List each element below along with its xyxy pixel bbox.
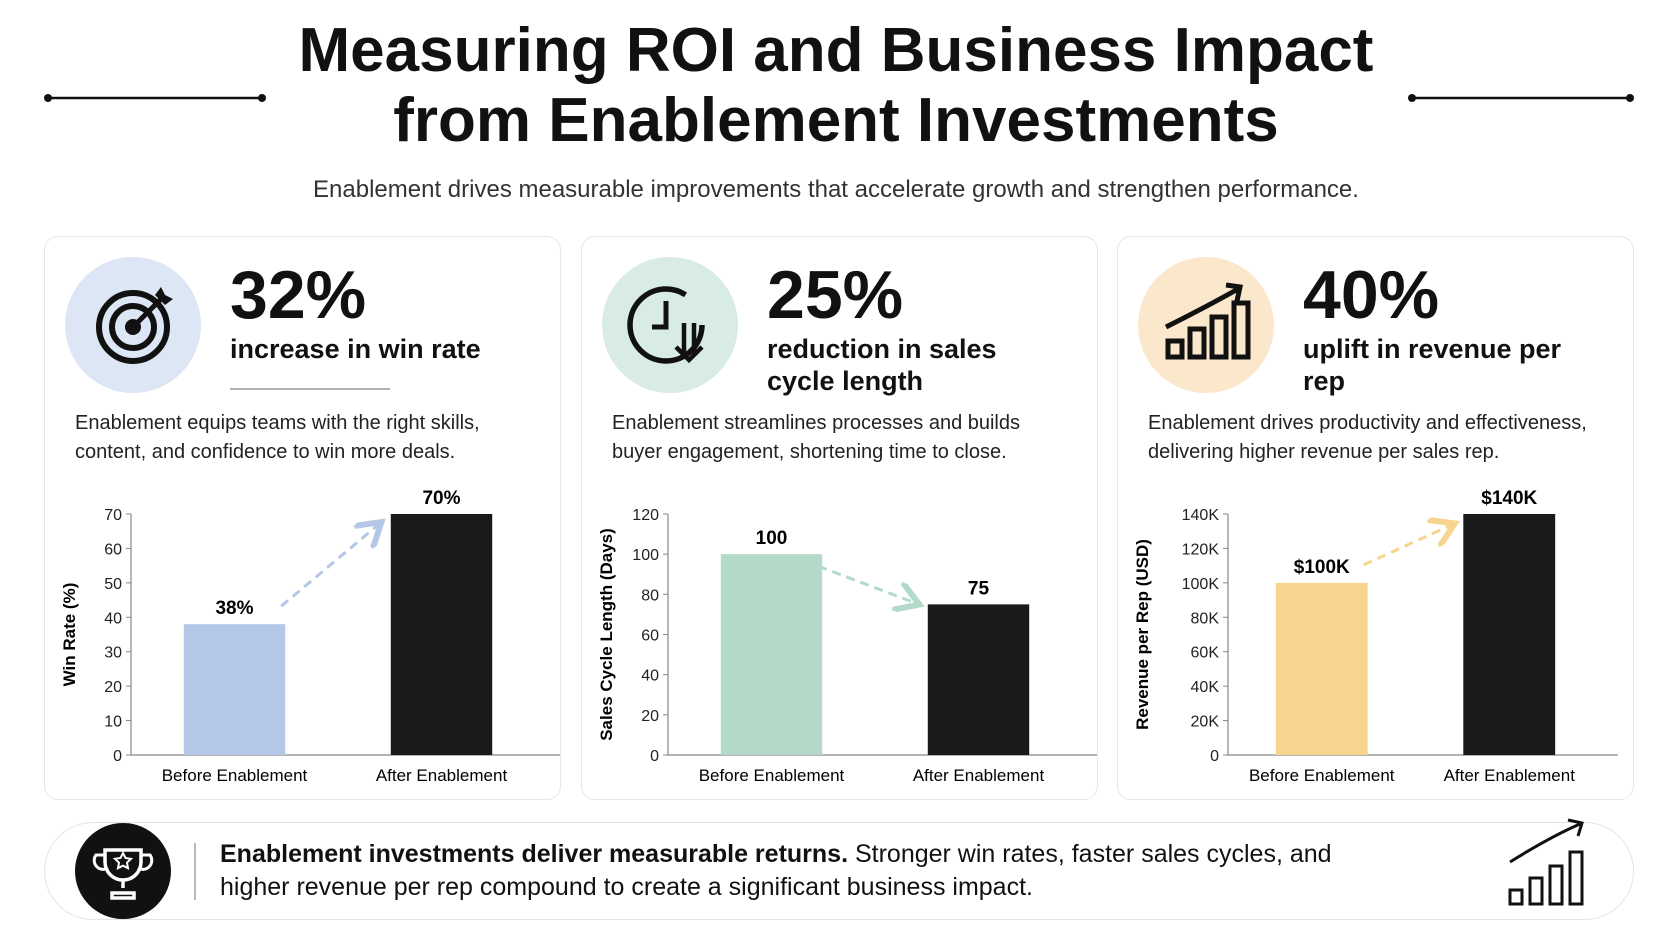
- x-tick-label: Before Enablement: [699, 766, 845, 785]
- y-tick-label: 30: [104, 645, 122, 662]
- footer-box: [44, 822, 1634, 920]
- y-axis-label: Win Rate (%): [60, 583, 79, 687]
- x-tick-label: After Enablement: [376, 766, 508, 785]
- y-tick-label: 0: [1210, 748, 1219, 765]
- y-tick-label: 120K: [1182, 541, 1220, 558]
- icon: [65, 257, 201, 393]
- chart: 0 20 40 60 80 100 120 Sales Cycle Length (Days)…: [597, 507, 1097, 785]
- y-tick-label: 0: [650, 748, 659, 765]
- y-tick-label: 100K: [1182, 576, 1220, 593]
- footer-bold: Enablement investments deliver measurabl…: [220, 840, 849, 868]
- y-tick-label: 100: [632, 547, 659, 564]
- trend-arrow: [817, 564, 914, 602]
- title: Measuring ROI and Business Impact from E…: [298, 16, 1374, 155]
- value-label: $140K: [1481, 488, 1537, 509]
- trend-arrow: [280, 526, 377, 608]
- bar: [720, 554, 823, 755]
- stat: 25%: [767, 257, 904, 333]
- card: 40% uplift in revenue per rep Enablement d…: [1117, 236, 1634, 800]
- y-tick-label: 80: [641, 587, 659, 604]
- y-tick-label: 20K: [1191, 714, 1220, 731]
- stat-label: reduction in sales cycle length: [767, 334, 997, 396]
- value-label: 75: [968, 578, 990, 599]
- subtitle: Enablement drives measurable improvement…: [313, 176, 1359, 203]
- value-label: $100K: [1294, 557, 1350, 578]
- y-tick-label: 40K: [1191, 679, 1220, 696]
- y-tick-label: 10: [104, 714, 122, 731]
- y-tick-label: 0: [113, 748, 122, 765]
- bar: [1463, 514, 1556, 755]
- bar: [927, 604, 1030, 755]
- y-tick-label: 40: [104, 610, 122, 627]
- bar: [1275, 582, 1368, 755]
- x-tick-label: Before Enablement: [162, 766, 308, 785]
- x-tick-label: Before Enablement: [1249, 766, 1395, 785]
- stat: 40%: [1303, 257, 1440, 333]
- y-tick-label: 50: [104, 576, 122, 593]
- y-tick-label: 60: [641, 628, 659, 645]
- icon: [602, 257, 738, 393]
- description: Enablement streamlines processes and bui…: [612, 412, 1020, 463]
- x-tick-label: After Enablement: [913, 766, 1045, 785]
- trend-arrow: [1363, 526, 1450, 567]
- bar: [390, 514, 493, 755]
- x-tick-label: After Enablement: [1444, 766, 1576, 785]
- bar: [183, 624, 286, 755]
- value-label: 70%: [422, 488, 460, 509]
- card: 32% increase in win rate Enablement equips…: [44, 236, 561, 800]
- y-tick-label: 80K: [1191, 610, 1220, 627]
- footer-text: Enablement investments deliver measurabl…: [220, 838, 1360, 904]
- chart: 0 10 20 30 40 50 60 70 Win Rate (%) 38% Before Ena…: [60, 388, 560, 785]
- y-tick-label: 140K: [1182, 507, 1220, 524]
- y-tick-label: 40: [641, 668, 659, 685]
- stat-label: uplift in revenue per rep: [1303, 334, 1562, 396]
- y-tick-label: 20: [104, 679, 122, 696]
- icon: [1138, 257, 1274, 393]
- description: Enablement equips teams with the right s…: [75, 412, 480, 463]
- y-tick-label: 60K: [1191, 645, 1220, 662]
- description: Enablement drives productivity and effec…: [1148, 412, 1587, 463]
- y-axis-label: Revenue per Rep (USD): [1133, 539, 1152, 730]
- footer-body: Stronger win rates, faster sales cycles,…: [220, 840, 1332, 901]
- chart: 0 20K 40K 60K 80K 100K 120K 140K Revenue per Rep…: [1133, 488, 1618, 785]
- card: 25% reduction in sales cycle length Enable…: [581, 236, 1098, 800]
- y-axis-label: Sales Cycle Length (Days): [597, 528, 616, 741]
- y-tick-label: 20: [641, 708, 659, 725]
- y-tick-label: 120: [632, 507, 659, 524]
- stat-label: increase in win rate: [230, 334, 481, 364]
- value-label: 100: [756, 528, 788, 549]
- y-tick-label: 60: [104, 541, 122, 558]
- value-label: 38%: [215, 598, 253, 619]
- y-tick-label: 70: [104, 507, 122, 524]
- stat: 32%: [230, 257, 367, 333]
